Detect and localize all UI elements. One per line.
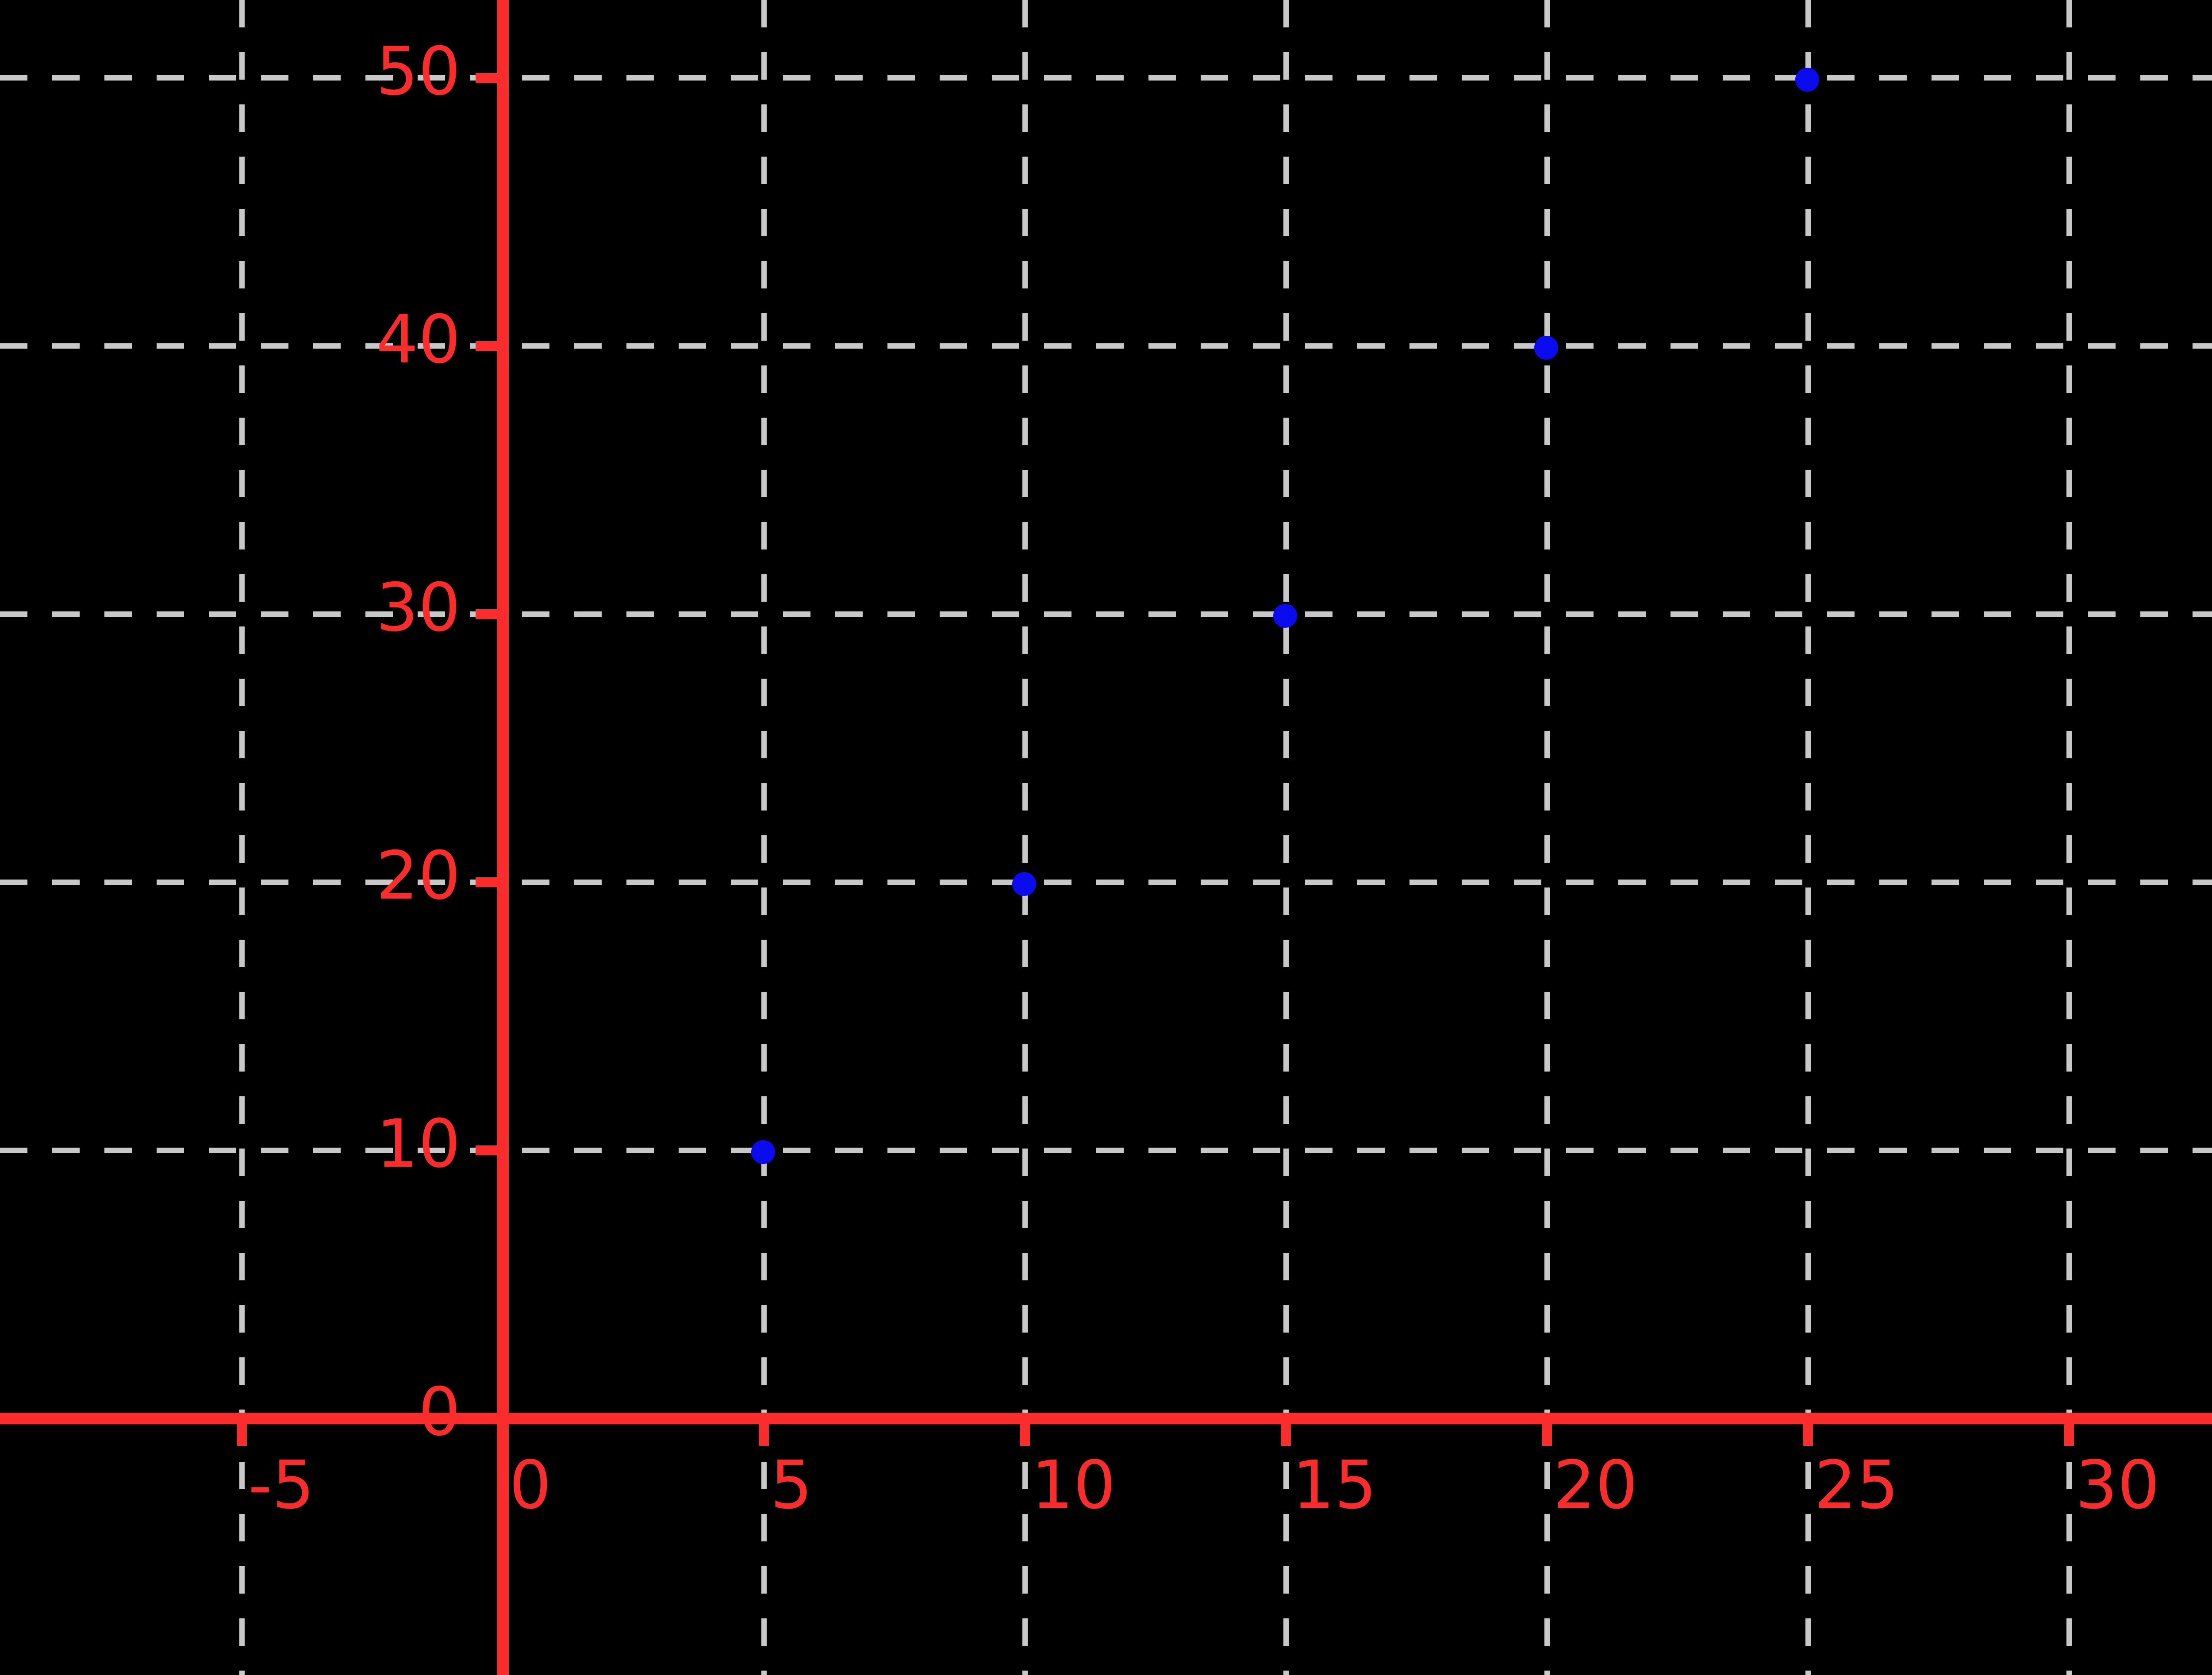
data-point-marker: [1012, 872, 1036, 896]
y-tick-label: 50: [376, 33, 461, 110]
x-tick-label: 15: [1292, 1447, 1377, 1524]
y-tick-label: 40: [376, 301, 461, 378]
x-tick-label: 25: [1814, 1447, 1899, 1524]
x-tick-label: 30: [2075, 1447, 2160, 1524]
horizontal-gridlines: [0, 75, 2212, 1153]
data-point-markers: [751, 68, 1819, 1164]
x-tick-label: 20: [1553, 1447, 1638, 1524]
x-axis-tick-labels: -5 0 5 10 15 20 25 30: [248, 1447, 2160, 1524]
y-axis-tick-labels: 0 10 20 30 40 50: [376, 33, 461, 1451]
data-point-marker: [1795, 68, 1819, 92]
data-point-marker: [1273, 604, 1297, 628]
x-tick-label: 0: [509, 1447, 551, 1524]
y-tick-label: 20: [376, 838, 461, 914]
x-tick-label: 10: [1031, 1447, 1116, 1524]
data-point-marker: [751, 1140, 775, 1164]
tick-marks-group: [237, 73, 2074, 1446]
y-tick-label: 0: [419, 1374, 461, 1451]
x-tick-label: -5: [248, 1447, 315, 1524]
data-point-marker: [1534, 336, 1558, 360]
y-tick-label: 10: [376, 1106, 461, 1183]
y-tick-label: 30: [376, 569, 461, 646]
x-tick-label: 5: [770, 1447, 812, 1524]
